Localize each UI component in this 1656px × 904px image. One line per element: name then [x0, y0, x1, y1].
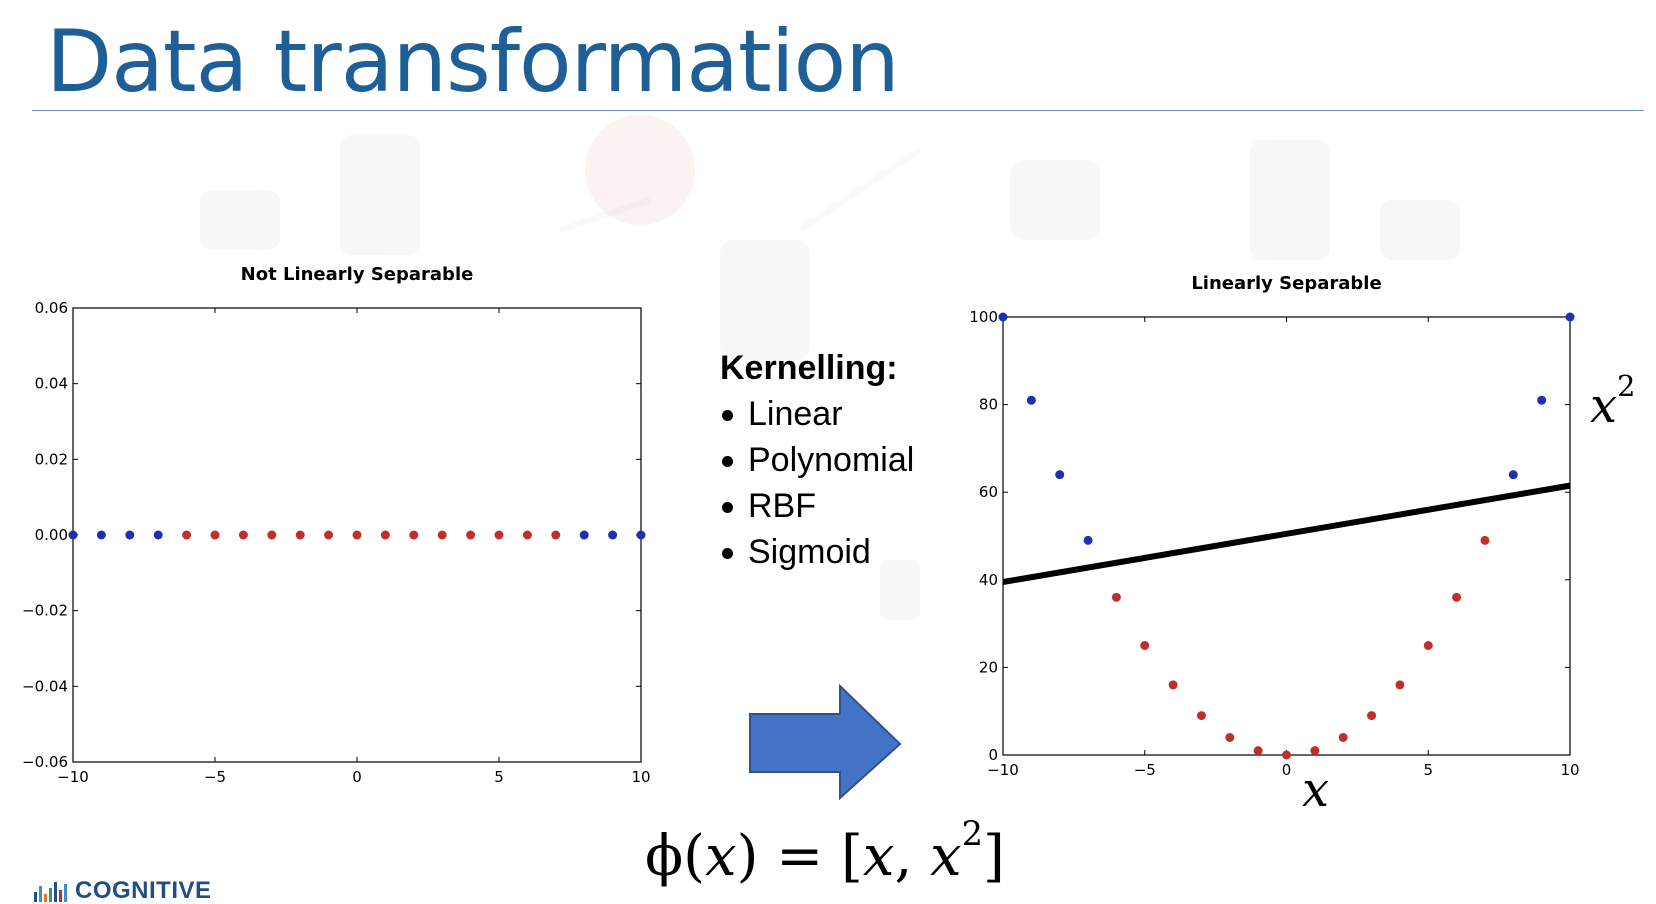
data-point-series-1 [1196, 711, 1206, 721]
data-point-series-1 [295, 530, 305, 540]
y-tick-label: 20 [979, 658, 998, 676]
x-tick-label: 5 [494, 768, 504, 786]
data-point-series-1 [1140, 641, 1150, 650]
y-tick-label: 0.02 [35, 450, 68, 468]
y-tick-label: 60 [979, 483, 998, 501]
data-point-series-0 [636, 530, 646, 540]
transform-arrow-icon [749, 684, 902, 801]
data-point-series-1 [409, 530, 419, 540]
data-point-series-1 [210, 530, 220, 540]
data-point-series-0 [608, 530, 618, 540]
data-point-series-1 [1367, 711, 1377, 721]
x-tick-label: −10 [57, 768, 89, 786]
data-point-series-1 [1225, 732, 1235, 742]
data-point-series-1 [1480, 535, 1490, 545]
data-point-series-1 [494, 530, 504, 540]
y-tick-label: −0.02 [22, 602, 68, 620]
data-point-series-1 [324, 530, 334, 540]
data-point-series-0 [153, 530, 163, 540]
data-point-series-1 [1395, 680, 1405, 690]
data-point-series-0 [1508, 470, 1518, 480]
phi-transformation-formula: ϕ(x) = [x, x2] [645, 813, 1005, 889]
y-tick-label: 80 [979, 396, 998, 414]
kernelling-heading: Kernelling: [720, 349, 898, 387]
kernel-item-linear: Linear [720, 391, 914, 437]
data-point-series-0 [96, 530, 106, 540]
data-point-series-1 [380, 530, 390, 540]
x-tick-label: −5 [1134, 761, 1156, 779]
data-point-series-1 [1282, 750, 1291, 760]
data-point-series-1 [1168, 680, 1178, 690]
slide-title: Data transformation [46, 12, 900, 112]
data-point-series-0 [998, 312, 1008, 322]
data-point-series-1 [1452, 592, 1462, 602]
data-point-series-1 [267, 530, 277, 540]
x-tick-label: 5 [1423, 761, 1433, 779]
data-point-series-1 [182, 530, 192, 540]
data-point-series-1 [1423, 641, 1433, 650]
kernelling-panel: Kernelling: Linear Polynomial RBF Sigmoi… [720, 345, 914, 575]
separating-line [1002, 482, 1571, 585]
data-point-series-1 [1338, 732, 1348, 742]
x-tick-label: −10 [987, 761, 1019, 779]
data-point-series-1 [238, 530, 248, 540]
data-point-series-1 [352, 530, 362, 540]
y-tick-label: 0 [988, 746, 998, 764]
title-divider [32, 110, 1644, 111]
y-tick-label: −0.04 [22, 677, 68, 695]
y-tick-label: 0.00 [35, 526, 68, 544]
x-tick-label: 0 [1282, 761, 1292, 779]
x-tick-label: 0 [352, 768, 362, 786]
chart-title: Not Linearly Separable [241, 264, 474, 285]
chart-title: Linearly Separable [1191, 273, 1381, 294]
data-point-series-1 [437, 530, 447, 540]
y-tick-label: 100 [969, 308, 998, 326]
data-point-series-1 [522, 530, 532, 540]
x-tick-label: 10 [631, 768, 650, 786]
cognitive-class-logo: COGNITIVE [34, 877, 212, 904]
x-tick-label: −5 [204, 768, 226, 786]
y-axis-math-label: x2 [1590, 369, 1636, 434]
kernel-item-sigmoid: Sigmoid [720, 529, 914, 575]
data-point-series-0 [1565, 312, 1575, 322]
y-tick-label: 0.06 [35, 299, 68, 317]
data-point-series-0 [1083, 535, 1093, 545]
data-point-series-1 [466, 530, 476, 540]
y-tick-label: −0.06 [22, 753, 68, 771]
data-point-series-1 [1111, 592, 1121, 602]
x-axis-math-label: x [1302, 762, 1330, 818]
data-point-series-1 [551, 530, 561, 540]
data-point-series-0 [1055, 470, 1065, 480]
kernel-list: Linear Polynomial RBF Sigmoid [720, 391, 914, 575]
data-point-series-0 [68, 530, 78, 540]
x-tick-label: 10 [1560, 761, 1579, 779]
kernel-item-rbf: RBF [720, 483, 914, 529]
logo-text: COGNITIVE [75, 877, 212, 904]
kernel-item-polynomial: Polynomial [720, 437, 914, 483]
data-point-series-0 [1026, 395, 1036, 405]
data-point-series-0 [125, 530, 135, 540]
y-tick-label: 0.04 [35, 375, 68, 393]
data-point-series-1 [1253, 746, 1263, 756]
y-tick-label: 40 [979, 571, 998, 589]
logo-mark-icon [34, 880, 67, 902]
data-point-series-0 [1537, 395, 1547, 405]
data-point-series-0 [579, 530, 589, 540]
data-point-series-1 [1310, 746, 1320, 756]
